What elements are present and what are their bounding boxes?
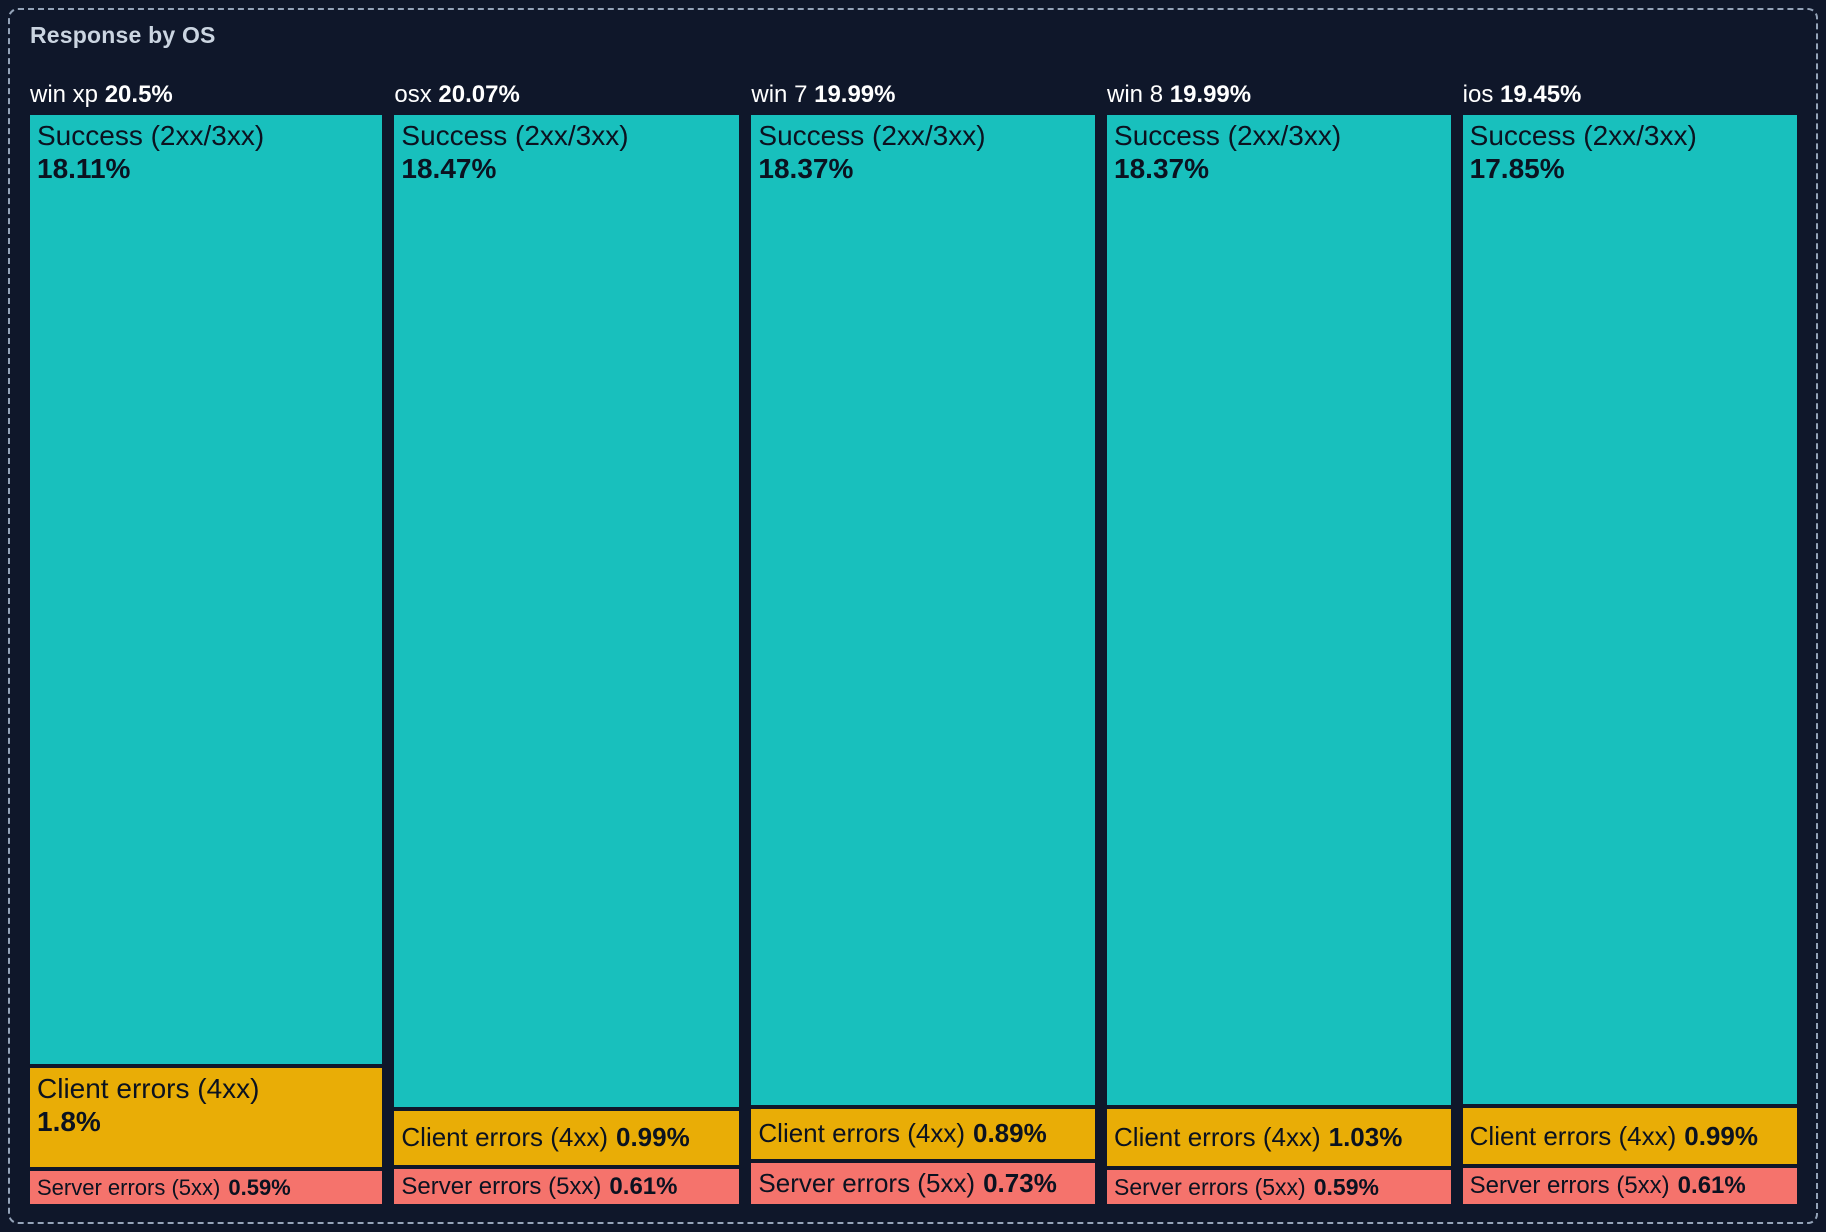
response-by-os-panel: Response by OS win xp 20.5% Success (2xx/…: [8, 8, 1818, 1224]
segment-server-errors-5xx-win-8[interactable]: Server errors (5xx) 0.59%: [1107, 1170, 1451, 1204]
segment-value: 18.47%: [401, 153, 497, 185]
segment-label: Server errors (5xx): [1114, 1173, 1306, 1200]
segment-value: 1.8%: [37, 1106, 101, 1138]
segment-client-errors-4xx-ios[interactable]: Client errors (4xx) 0.99%: [1462, 1107, 1797, 1165]
os-name: osx: [394, 81, 432, 108]
segment-label: Client errors (4xx): [1469, 1120, 1677, 1151]
column-header-osx: osx 20.07%: [394, 80, 739, 111]
column-osx: osx 20.07% Success (2xx/3xx) 18.47% Client…: [394, 80, 740, 1204]
os-share-value: 19.45%: [1500, 81, 1582, 108]
os-name: win 8: [1107, 81, 1164, 108]
segment-value: 0.61%: [1677, 1172, 1746, 1200]
segment-server-errors-5xx-ios[interactable]: Server errors (5xx) 0.61%: [1462, 1168, 1797, 1204]
os-share-value: 19.99%: [1169, 81, 1252, 108]
segment-label: Server errors (5xx): [37, 1174, 221, 1200]
segment-stack: Success (2xx/3xx) 17.85% Client errors (4…: [1462, 115, 1797, 1204]
segment-label: Success (2xx/3xx): [401, 120, 629, 151]
segment-label: Success (2xx/3xx): [37, 120, 265, 151]
segment-success-2xx-3xx-osx[interactable]: Success (2xx/3xx) 18.47%: [394, 115, 740, 1107]
column-win-xp: win xp 20.5% Success (2xx/3xx) 18.11% Clie…: [30, 80, 383, 1204]
column-win-7: win 7 19.99% Success (2xx/3xx) 18.37% Clie…: [751, 80, 1096, 1204]
column-header-ios: ios 19.45%: [1463, 80, 1797, 111]
segment-value: 1.03%: [1328, 1122, 1403, 1153]
segment-server-errors-5xx-win-7[interactable]: Server errors (5xx) 0.73%: [751, 1162, 1096, 1204]
segment-stack: Success (2xx/3xx) 18.11% Client errors (4…: [30, 115, 383, 1204]
segment-label: Client errors (4xx): [758, 1118, 965, 1149]
segment-label: Client errors (4xx): [1114, 1122, 1321, 1153]
segment-value: 18.37%: [758, 153, 854, 185]
segment-client-errors-4xx-win-7[interactable]: Client errors (4xx) 0.89%: [751, 1109, 1096, 1159]
segment-value: 0.99%: [615, 1122, 690, 1153]
segment-label: Server errors (5xx): [401, 1172, 602, 1200]
column-header-win-xp: win xp 20.5%: [30, 80, 382, 111]
segment-client-errors-4xx-win-xp[interactable]: Client errors (4xx) 1.8%: [30, 1068, 383, 1168]
segment-value: 18.37%: [1114, 153, 1209, 185]
segment-stack: Success (2xx/3xx) 18.37% Client errors (4…: [1107, 115, 1451, 1204]
segment-client-errors-4xx-osx[interactable]: Client errors (4xx) 0.99%: [394, 1110, 740, 1166]
segment-success-2xx-3xx-ios[interactable]: Success (2xx/3xx) 17.85%: [1462, 115, 1797, 1104]
segment-value: 0.61%: [609, 1172, 678, 1200]
segment-success-2xx-3xx-win-8[interactable]: Success (2xx/3xx) 18.37%: [1107, 115, 1451, 1106]
segment-label: Success (2xx/3xx): [1114, 120, 1342, 151]
segment-client-errors-4xx-win-8[interactable]: Client errors (4xx) 1.03%: [1107, 1109, 1451, 1167]
segment-label: Client errors (4xx): [401, 1122, 608, 1153]
os-name: win 7: [751, 81, 808, 108]
segment-value: 0.89%: [972, 1118, 1047, 1149]
segment-label: Success (2xx/3xx): [758, 120, 986, 151]
os-share-value: 20.5%: [104, 81, 173, 108]
os-name: win xp: [30, 81, 99, 108]
os-share-value: 20.07%: [438, 81, 520, 108]
segment-success-2xx-3xx-win-xp[interactable]: Success (2xx/3xx) 18.11%: [30, 115, 383, 1065]
panel-title: Response by OS: [30, 22, 216, 48]
column-ios: ios 19.45% Success (2xx/3xx) 17.85% Client…: [1462, 80, 1797, 1204]
os-name: ios: [1462, 81, 1494, 108]
segment-stack: Success (2xx/3xx) 18.47% Client errors (4…: [394, 115, 740, 1204]
segment-stack: Success (2xx/3xx) 18.37% Client errors (4…: [751, 115, 1096, 1204]
segment-success-2xx-3xx-win-7[interactable]: Success (2xx/3xx) 18.37%: [751, 115, 1096, 1106]
segment-label: Server errors (5xx): [1469, 1172, 1670, 1200]
segment-label: Server errors (5xx): [758, 1167, 976, 1198]
segment-label: Success (2xx/3xx): [1469, 120, 1697, 151]
response-by-os-chart: win xp 20.5% Success (2xx/3xx) 18.11% Clie…: [30, 80, 1797, 1204]
column-header-win-7: win 7 19.99%: [751, 80, 1095, 111]
column-header-win-8: win 8 19.99%: [1107, 80, 1451, 111]
segment-value: 0.59%: [1313, 1173, 1379, 1200]
segment-server-errors-5xx-win-xp[interactable]: Server errors (5xx) 0.59%: [30, 1171, 383, 1204]
column-win-8: win 8 19.99% Success (2xx/3xx) 18.37% Clie…: [1107, 80, 1451, 1204]
segment-value: 17.85%: [1469, 153, 1565, 185]
os-share-value: 19.99%: [814, 81, 896, 108]
segment-value: 18.11%: [37, 153, 131, 185]
segment-value: 0.59%: [228, 1174, 291, 1200]
segment-label: Client errors (4xx): [37, 1073, 260, 1105]
segment-value: 0.99%: [1684, 1120, 1758, 1151]
segment-value: 0.73%: [983, 1167, 1057, 1198]
segment-server-errors-5xx-osx[interactable]: Server errors (5xx) 0.61%: [394, 1169, 740, 1204]
